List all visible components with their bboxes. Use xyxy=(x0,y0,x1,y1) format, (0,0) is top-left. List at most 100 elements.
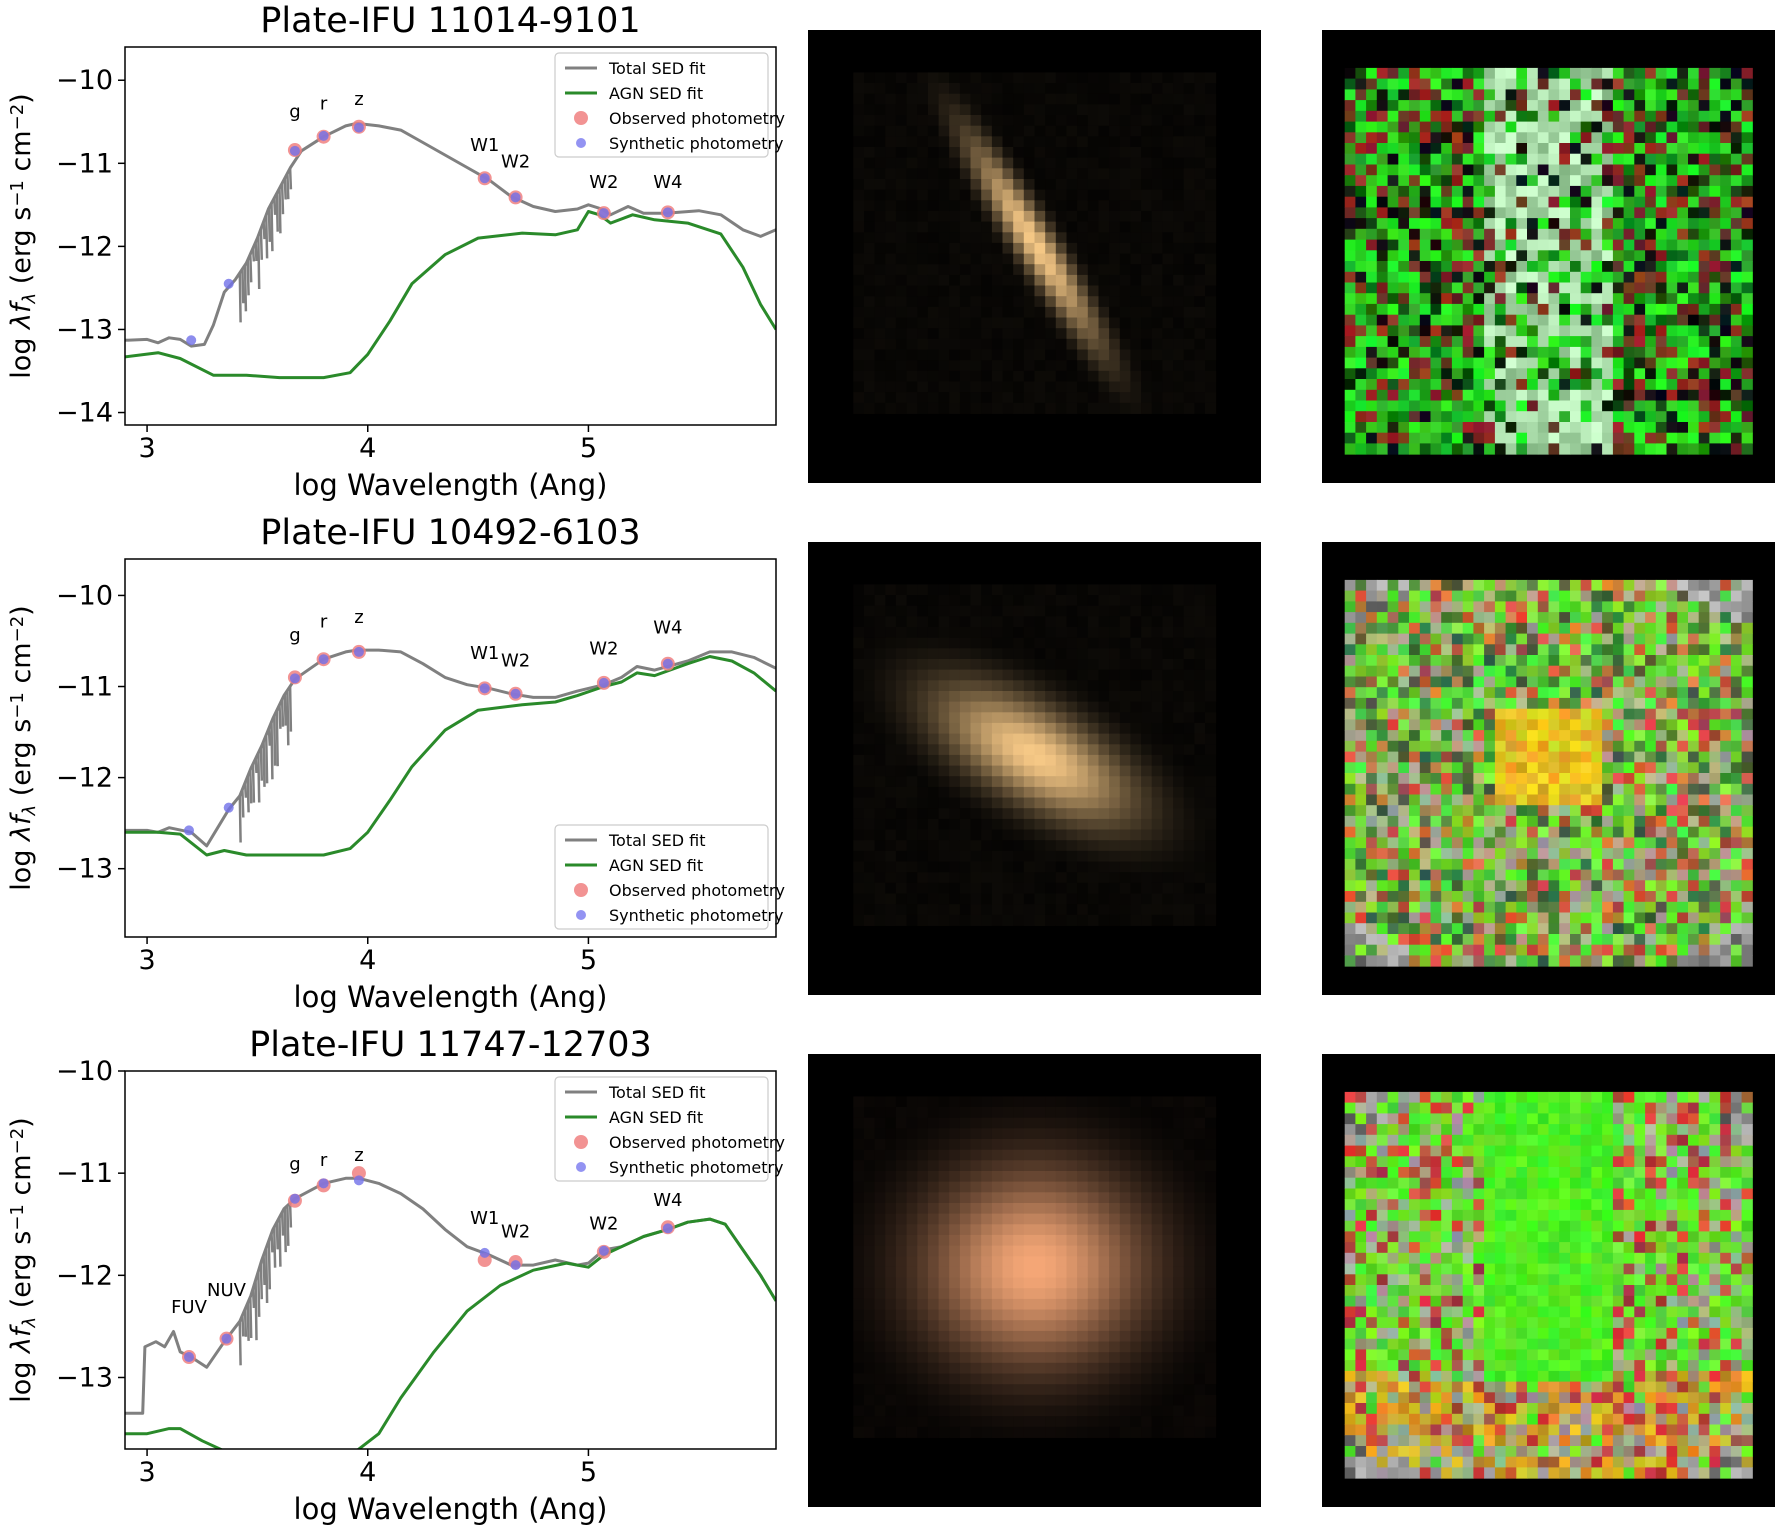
galaxy-pixel xyxy=(1099,115,1110,126)
galaxy-pixel xyxy=(1003,115,1014,126)
galaxy-pixel xyxy=(885,307,896,318)
map-pixel xyxy=(1409,880,1420,891)
galaxy-pixel xyxy=(885,734,896,745)
galaxy-pixel xyxy=(1194,840,1205,851)
map-pixel xyxy=(1581,315,1592,326)
map-pixel xyxy=(1667,837,1678,848)
galaxy-pixel xyxy=(896,126,907,137)
map-pixel xyxy=(1581,698,1592,709)
galaxy-pixel xyxy=(1024,232,1035,243)
galaxy-pixel xyxy=(896,851,907,862)
map-pixel xyxy=(1667,816,1678,827)
galaxy-pixel xyxy=(1141,584,1152,595)
map-pixel xyxy=(1731,591,1742,602)
map-pixel xyxy=(1345,100,1356,111)
map-pixel xyxy=(1709,132,1720,143)
galaxy-pixel xyxy=(1205,798,1216,809)
map-pixel xyxy=(1345,762,1356,773)
map-pixel xyxy=(1366,325,1377,336)
map-pixel xyxy=(1559,122,1570,133)
galaxy-pixel xyxy=(949,254,960,265)
map-pixel xyxy=(1516,677,1527,688)
galaxy-pixel xyxy=(1003,72,1014,83)
map-pixel xyxy=(1398,240,1409,251)
map-pixel xyxy=(1549,805,1560,816)
map-pixel xyxy=(1613,644,1624,655)
galaxy-pixel xyxy=(1120,670,1131,681)
map-pixel xyxy=(1484,358,1495,369)
galaxy-pixel xyxy=(1109,798,1120,809)
galaxy-pixel xyxy=(1173,264,1184,275)
galaxy-pixel xyxy=(1077,318,1088,329)
map-pixel xyxy=(1431,913,1442,924)
map-pixel xyxy=(1645,79,1656,90)
map-pixel xyxy=(1549,902,1560,913)
map-pixel xyxy=(1398,229,1409,240)
map-pixel xyxy=(1624,580,1635,591)
galaxy-pixel xyxy=(1077,307,1088,318)
map-pixel xyxy=(1377,591,1388,602)
galaxy-pixel xyxy=(896,104,907,115)
map-pixel xyxy=(1506,218,1517,229)
map-pixel xyxy=(1441,698,1452,709)
galaxy-pixel xyxy=(1130,840,1141,851)
galaxy-pixel xyxy=(1099,584,1110,595)
map-pixel xyxy=(1645,698,1656,709)
galaxy-pixel xyxy=(1045,883,1056,894)
galaxy-pixel xyxy=(1067,190,1078,201)
map-pixel xyxy=(1559,411,1570,422)
map-pixel xyxy=(1667,186,1678,197)
galaxy-pixel xyxy=(1205,136,1216,147)
galaxy-pixel xyxy=(1130,659,1141,670)
galaxy-pixel xyxy=(939,723,950,734)
map-pixel xyxy=(1420,741,1431,752)
map-pixel xyxy=(1495,186,1506,197)
map-pixel xyxy=(1441,644,1452,655)
galaxy-pixel xyxy=(992,168,1003,179)
galaxy-pixel xyxy=(1184,136,1195,147)
galaxy-pixel xyxy=(1056,776,1067,787)
galaxy-pixel xyxy=(875,94,886,105)
galaxy-pixel xyxy=(896,115,907,126)
map-pixel xyxy=(1538,433,1549,444)
galaxy-pixel xyxy=(1056,126,1067,137)
galaxy-pixel xyxy=(1013,648,1024,659)
galaxy-pixel xyxy=(917,862,928,873)
galaxy-pixel xyxy=(1077,883,1088,894)
map-pixel xyxy=(1366,79,1377,90)
map-pixel xyxy=(1527,347,1538,358)
galaxy-pixel xyxy=(1099,808,1110,819)
map-pixel xyxy=(1463,612,1474,623)
map-pixel xyxy=(1634,422,1645,433)
map-pixel xyxy=(1473,143,1484,154)
map-pixel xyxy=(1742,165,1753,176)
galaxy-pixel xyxy=(1035,222,1046,233)
galaxy-pixel xyxy=(1173,744,1184,755)
map-pixel xyxy=(1388,229,1399,240)
galaxy-pixel xyxy=(971,360,982,371)
galaxy-pixel xyxy=(1099,638,1110,649)
galaxy-pixel xyxy=(917,648,928,659)
map-pixel xyxy=(1527,655,1538,666)
map-pixel xyxy=(1667,197,1678,208)
galaxy-pixel xyxy=(949,808,960,819)
galaxy-pixel xyxy=(1024,243,1035,254)
galaxy-pixel xyxy=(1013,819,1024,830)
galaxy-pixel xyxy=(1194,723,1205,734)
galaxy-pixel xyxy=(917,627,928,638)
galaxy-pixel xyxy=(949,360,960,371)
map-pixel xyxy=(1624,111,1635,122)
map-pixel xyxy=(1667,612,1678,623)
map-pixel xyxy=(1452,443,1463,454)
galaxy-pixel xyxy=(864,222,875,233)
map-pixel xyxy=(1559,612,1570,623)
map-pixel xyxy=(1441,677,1452,688)
galaxy-pixel xyxy=(917,403,928,414)
galaxy-pixel xyxy=(992,232,1003,243)
synthetic-photometry-point xyxy=(184,825,194,835)
map-pixel xyxy=(1452,336,1463,347)
map-pixel xyxy=(1688,784,1699,795)
y-tick-label: −11 xyxy=(56,672,113,703)
galaxy-pixel xyxy=(1184,680,1195,691)
map-pixel xyxy=(1570,401,1581,412)
